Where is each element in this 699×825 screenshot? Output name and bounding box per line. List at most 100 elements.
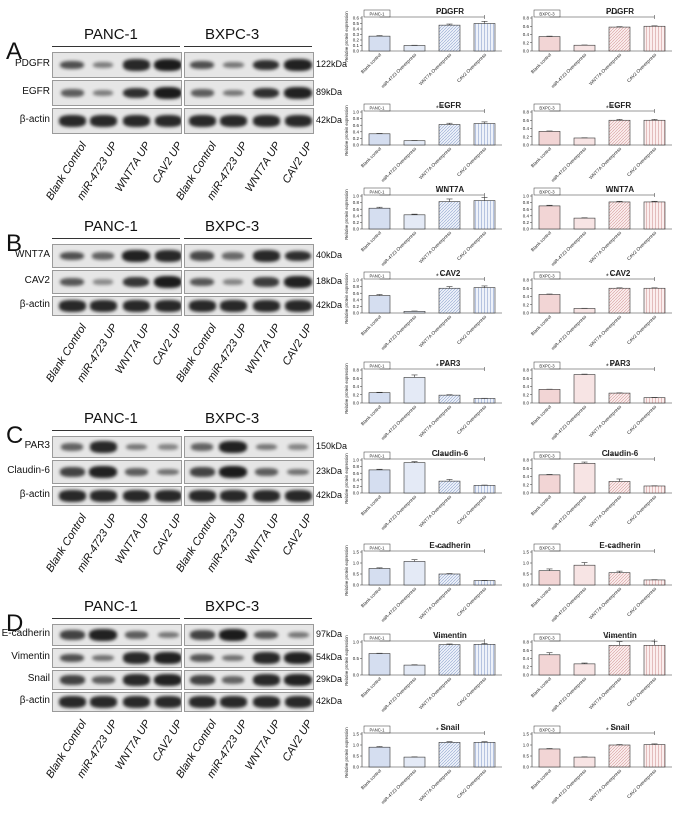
significance-stars: * * * bbox=[436, 546, 448, 553]
blot-strip bbox=[52, 108, 182, 134]
category-label: WNT7A Overexpress bbox=[418, 230, 453, 265]
bar bbox=[538, 36, 561, 52]
protein-band bbox=[122, 115, 150, 127]
panel-letter: B bbox=[6, 230, 23, 257]
protein-band bbox=[122, 87, 150, 99]
chart-title: Snail bbox=[610, 723, 629, 732]
cell-line-underline bbox=[184, 238, 312, 239]
category-label: WNT7A Overexpress bbox=[418, 676, 453, 711]
significance-stars: * * * bbox=[436, 106, 448, 113]
category-label: Blank control bbox=[530, 676, 552, 698]
y-tick-label: 0.0 bbox=[353, 49, 360, 54]
bar bbox=[473, 287, 496, 314]
protein-band bbox=[92, 90, 114, 96]
y-tick-label: 0.2 bbox=[523, 302, 530, 307]
category-label: Blank control bbox=[360, 314, 382, 336]
cell-tag-box bbox=[533, 543, 561, 552]
y-axis-label: Relative protein expression bbox=[344, 189, 349, 240]
blot-row-label: β-actin bbox=[19, 695, 50, 706]
category-label: Blank control bbox=[360, 676, 382, 698]
category-label: Blank control bbox=[360, 52, 382, 74]
bar bbox=[538, 748, 561, 768]
protein-band bbox=[252, 300, 280, 312]
y-tick-label: 0.5 bbox=[353, 572, 360, 577]
cell-tag: PANC-1 bbox=[369, 727, 385, 732]
category-label: Blank control bbox=[360, 586, 382, 608]
bar bbox=[608, 481, 631, 494]
bar bbox=[473, 200, 496, 230]
y-tick-label: 0.8 bbox=[353, 116, 360, 121]
protein-band bbox=[60, 653, 84, 663]
significance-stars: * * * bbox=[436, 364, 448, 371]
protein-band bbox=[190, 653, 214, 663]
blot-strip bbox=[184, 460, 314, 484]
bar bbox=[368, 568, 391, 586]
bar bbox=[538, 389, 561, 404]
category-label: WNT7A Overexpress bbox=[588, 586, 623, 621]
molecular-weight: 42kDa bbox=[316, 300, 343, 310]
y-tick-label: 0.0 bbox=[353, 401, 360, 406]
bar bbox=[573, 756, 596, 768]
protein-band bbox=[223, 279, 243, 285]
protein-band bbox=[92, 654, 114, 662]
protein-band bbox=[222, 89, 244, 97]
y-axis-label: Relative protein expression bbox=[344, 453, 349, 504]
cell-tag-box bbox=[533, 103, 561, 112]
category-label: Blank control bbox=[530, 314, 552, 336]
bar bbox=[573, 308, 596, 314]
blot-row-label: PDGFR bbox=[15, 58, 50, 69]
y-axis-label: Relative protein expression bbox=[344, 727, 349, 778]
chart-title: WNT7A bbox=[436, 185, 465, 194]
category-label: WNT7A Overexpress bbox=[588, 494, 623, 529]
chart-title: WNT7A bbox=[606, 185, 635, 194]
category-label: CAV2 Overexpress bbox=[626, 314, 658, 346]
y-tick-label: 1.0 bbox=[353, 278, 360, 283]
chart-title: Claudin-6 bbox=[432, 449, 469, 458]
bar bbox=[643, 644, 666, 676]
category-label: miR-4723 Overexpress bbox=[380, 230, 417, 267]
y-tick-label: 1.0 bbox=[353, 194, 360, 199]
y-tick-label: 0.6 bbox=[523, 118, 530, 123]
category-label: WNT7A Overexpress bbox=[418, 146, 453, 181]
protein-band bbox=[222, 654, 244, 662]
bar bbox=[538, 474, 561, 494]
protein-band bbox=[284, 300, 312, 312]
protein-band bbox=[154, 300, 181, 312]
y-tick-label: 0.2 bbox=[523, 40, 530, 45]
protein-band bbox=[122, 250, 150, 262]
y-tick-label: 0.6 bbox=[353, 291, 360, 296]
protein-band bbox=[125, 443, 147, 451]
cell-line-title: PANC-1 bbox=[84, 410, 138, 427]
protein-band bbox=[288, 444, 308, 450]
panel-letter: A bbox=[6, 38, 23, 65]
cell-tag-box bbox=[363, 187, 391, 196]
bar bbox=[608, 287, 631, 314]
protein-band bbox=[154, 59, 181, 71]
bar bbox=[403, 561, 426, 586]
cell-tag: PANC-1 bbox=[369, 189, 385, 194]
molecular-weight: 89kDa bbox=[316, 87, 343, 97]
bar bbox=[438, 201, 461, 230]
bar bbox=[403, 214, 426, 230]
molecular-weight: 42kDa bbox=[316, 115, 343, 125]
y-tick-label: 0.4 bbox=[523, 474, 530, 479]
protein-band bbox=[190, 277, 214, 287]
y-axis-label: Relative protein expression bbox=[344, 105, 349, 156]
category-label: CAV2 Overexpress bbox=[626, 676, 658, 708]
category-label: miR-4723 Overexpress bbox=[550, 52, 587, 89]
category-label: CAV2 Overexpress bbox=[456, 494, 488, 526]
protein-band bbox=[91, 676, 115, 684]
y-tick-label: 1.0 bbox=[353, 640, 360, 645]
y-tick-label: 0.2 bbox=[353, 220, 360, 225]
bar bbox=[643, 744, 666, 768]
blot-strip bbox=[184, 270, 314, 294]
category-label: CAV2 Overexpress bbox=[456, 314, 488, 346]
cell-line-title: BXPC-3 bbox=[205, 598, 260, 615]
category-label: WNT7A Overexpress bbox=[418, 314, 453, 349]
y-tick-label: 0.6 bbox=[523, 207, 530, 212]
chart-title: EGFR bbox=[439, 101, 461, 110]
y-tick-label: 0.6 bbox=[353, 376, 360, 381]
category-label: miR-4723 Overexpress bbox=[380, 768, 417, 805]
category-label: CAV2 Overexpress bbox=[626, 768, 658, 800]
category-label: Blank control bbox=[360, 494, 382, 516]
